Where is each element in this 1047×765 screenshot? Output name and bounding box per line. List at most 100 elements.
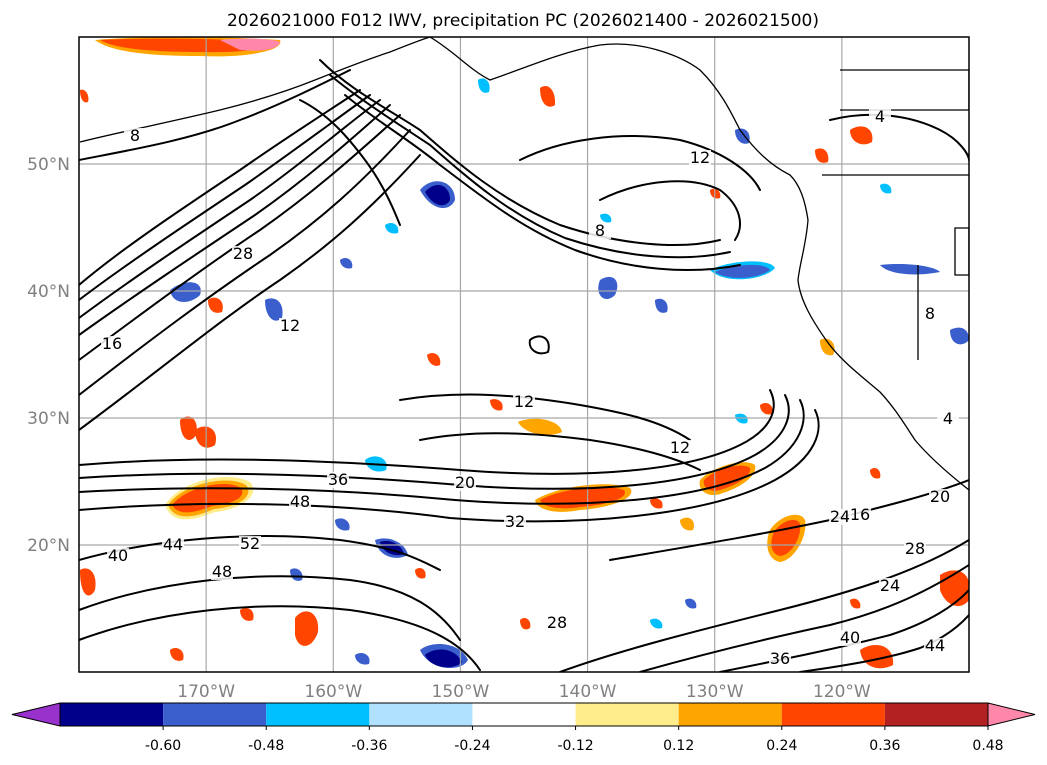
iwv-contour-label: 24 <box>880 576 900 595</box>
contour-label-bg <box>239 536 261 552</box>
iwv-contour-label: 36 <box>770 649 790 668</box>
colorbar-box <box>678 703 782 726</box>
contour-label-bg <box>107 548 129 564</box>
contour-label-bg <box>513 394 535 410</box>
lon-tick-label: 140°W <box>559 682 617 702</box>
contour-label-bg <box>546 615 568 631</box>
colorbar-box <box>781 703 885 726</box>
iwv-contour-labels: 8121620242832364044485241282016122824364… <box>101 107 959 668</box>
north-american-coastline <box>429 37 969 491</box>
iwv-contour-label: 44 <box>163 535 183 554</box>
lon-tick-label: 170°W <box>177 682 235 702</box>
colorbar-tick-label: -0.36 <box>351 738 387 754</box>
colorbar-tick-label: 0.24 <box>766 738 797 754</box>
colorbar-tick-label: -0.12 <box>557 738 593 754</box>
contour-label-bg <box>454 475 476 491</box>
contour-label-bg <box>162 537 184 553</box>
iwv-contour-label: 40 <box>840 628 860 647</box>
contour-label-bg <box>839 630 861 646</box>
lon-tick-label: 160°W <box>304 682 362 702</box>
graticule <box>79 37 969 672</box>
contour-label-bg <box>289 494 311 510</box>
contour-label-bg <box>504 514 526 530</box>
iwv-contour-label: 12 <box>280 316 300 335</box>
colorbar-box <box>60 703 164 726</box>
iwv-contours <box>79 59 969 672</box>
colorbar-tick-label: -0.60 <box>145 738 181 754</box>
iwv-contour-label: 16 <box>850 505 870 524</box>
iwv-contour-label: 48 <box>290 492 310 511</box>
contour-label-bg <box>211 564 233 580</box>
lat-tick-label: 30°N <box>27 409 70 429</box>
iwv-contour-label: 8 <box>595 221 605 240</box>
contour-label-bg <box>849 507 871 523</box>
iwv-contour-label: 24 <box>830 507 850 526</box>
map-frame <box>78 36 970 673</box>
colorbar-box <box>575 703 679 726</box>
lon-tick-label: 130°W <box>686 682 744 702</box>
contour-label-bg <box>101 336 123 352</box>
contour-label-bg <box>937 411 959 427</box>
iwv-contour-label: 4 <box>875 107 885 126</box>
colorbar-tick-label: 0.36 <box>869 738 900 754</box>
colorbar-frame <box>59 702 989 727</box>
contour-label-bg <box>879 578 901 594</box>
colorbar-box <box>472 703 576 726</box>
contour-label-bg <box>769 651 791 667</box>
iwv-contour-label: 16 <box>102 334 122 353</box>
contour-label-bg <box>279 318 301 334</box>
lat-tick-label: 40°N <box>27 282 70 302</box>
contour-label-bg <box>689 150 711 166</box>
contour-label-bg <box>327 472 349 488</box>
iwv-contour-label: 28 <box>547 613 567 632</box>
lon-tick-label: 150°W <box>432 682 490 702</box>
colorbar-extend-max <box>987 702 1036 727</box>
contour-label-bg <box>904 541 926 557</box>
contour-label-bg <box>869 109 891 125</box>
contour-label-bg <box>924 638 946 654</box>
contour-label-bg <box>124 128 146 144</box>
iwv-contour-label: 20 <box>930 487 950 506</box>
iwv-contour-label: 40 <box>108 546 128 565</box>
iwv-contour-label: 12 <box>670 438 690 457</box>
iwv-contour-label: 8 <box>925 304 935 323</box>
iwv-contour-label: 28 <box>233 244 253 263</box>
contour-label-bg <box>929 489 951 505</box>
iwv-contour-label: 52 <box>240 534 260 553</box>
colorbar-box <box>163 703 267 726</box>
colorbar-tick-label: 0.48 <box>972 738 1003 754</box>
colorbar-tick-label: -0.48 <box>248 738 284 754</box>
province-border <box>840 69 969 111</box>
iwv-contour-label: 12 <box>690 148 710 167</box>
iwv-contour-label: 4 <box>943 409 953 428</box>
contour-label-bg <box>669 440 691 456</box>
contour-label-bg <box>589 223 611 239</box>
iwv-contour-label: 36 <box>328 470 348 489</box>
iwv-contour-label: 8 <box>130 126 140 145</box>
iwv-contour-label: 12 <box>514 392 534 411</box>
colorbar-box <box>369 703 473 726</box>
lat-tick-label: 50°N <box>27 155 70 175</box>
aleutian-coastline <box>79 37 431 143</box>
colorbar-box <box>884 703 988 726</box>
iwv-contour-label: 44 <box>925 636 945 655</box>
longitude-labels: 170°W 160°W 150°W 140°W 130°W 120°W <box>177 682 871 702</box>
colorbar: -0.60 -0.48 -0.36 -0.24 -0.12 0.12 0.24 0.36 0.4… <box>11 702 1036 754</box>
latitude-labels: 50°N 40°N 30°N 20°N <box>27 155 70 556</box>
colorbar-tick-label: 0.12 <box>663 738 694 754</box>
colorbar-box <box>266 703 370 726</box>
contour-label-bg <box>232 246 254 262</box>
iwv-contour-label: 48 <box>212 562 232 581</box>
state-border-box <box>954 227 969 276</box>
figure-title: 2026021000 F012 IWV, precipitation PC (2… <box>227 11 819 31</box>
colorbar-extend-min <box>11 702 61 727</box>
coastlines <box>79 37 969 491</box>
contour-label-bg <box>829 509 851 525</box>
lon-tick-label: 120°W <box>813 682 871 702</box>
iwv-contour-label: 32 <box>505 512 525 531</box>
contour-label-bg <box>919 306 941 322</box>
iwv-contour-label: 20 <box>455 473 475 492</box>
map-panel: 8121620242832364044485241282016122824364… <box>78 36 970 673</box>
colorbar-tick-label: -0.24 <box>454 738 490 754</box>
iwv-contour-label: 28 <box>905 539 925 558</box>
